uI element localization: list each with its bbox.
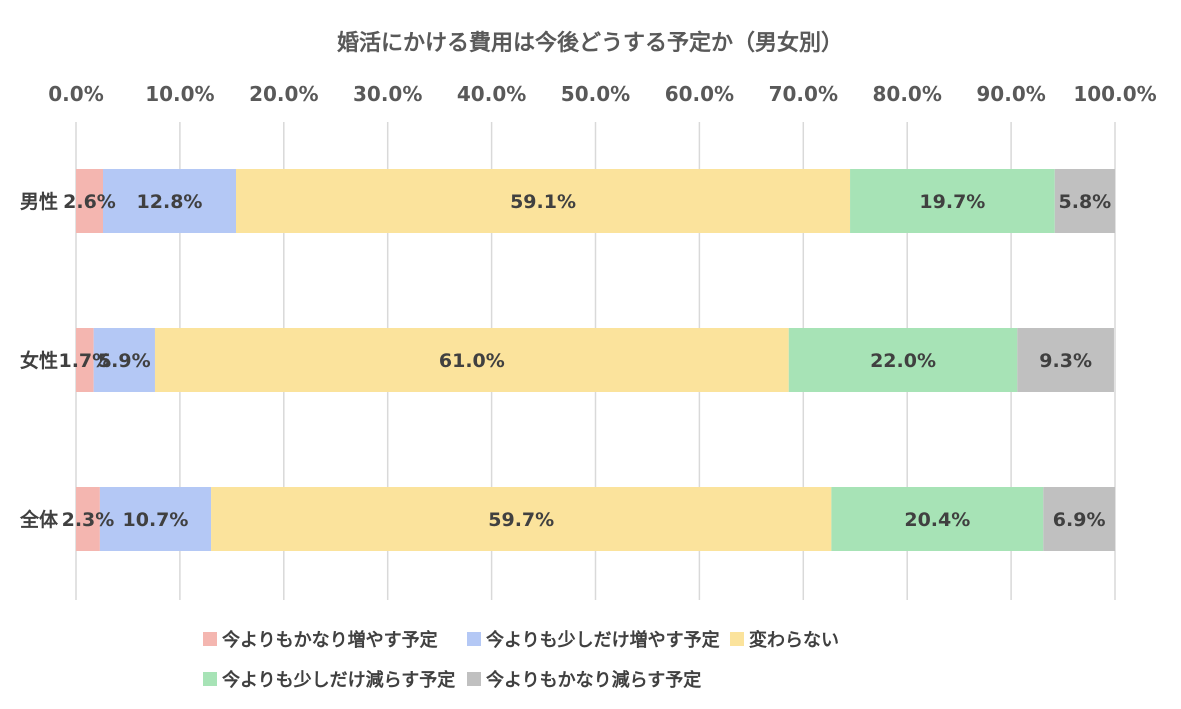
bar-segment <box>236 169 851 233</box>
legend-entry: 今よりもかなり増やす予定 <box>222 629 438 651</box>
bar-segment <box>850 169 1055 233</box>
legend-swatch <box>730 632 744 646</box>
x-tick-label: 80.0% <box>873 82 942 106</box>
x-tick-label: 20.0% <box>249 82 318 106</box>
bar-segment <box>103 169 237 233</box>
legend-entry: 今よりも少しだけ減らす予定 <box>222 669 455 691</box>
data-label: 9.3% <box>1039 350 1092 372</box>
x-tick-label: 50.0% <box>561 82 630 106</box>
data-label: 6.9% <box>1053 509 1106 531</box>
bar-segment <box>76 328 94 392</box>
data-label: 61.0% <box>439 350 505 372</box>
data-label: 2.3% <box>62 509 115 531</box>
legend-swatch <box>467 632 481 646</box>
x-tick-label: 40.0% <box>457 82 526 106</box>
legend-entry: 今よりもかなり減らす予定 <box>486 669 701 691</box>
data-label: 2.6% <box>63 191 116 213</box>
bar-segment <box>831 487 1044 551</box>
x-axis-tick-labels: 0.0% 10.0% 20.0% 30.0% 40.0% 50.0% 60.0% 70.0% 8… <box>48 82 1156 106</box>
legend: 今よりもかなり増やす予定 今よりも少しだけ増やす予定 変わらない今よりも少しだけ減ら… <box>203 629 839 691</box>
category-label: 全体 <box>19 508 59 531</box>
data-label: 20.4% <box>904 509 970 531</box>
legend-entry: 変わらない <box>749 629 839 651</box>
bar-segment <box>76 487 100 551</box>
bar-segment <box>99 487 212 551</box>
legend-swatch <box>203 672 217 686</box>
x-tick-label: 10.0% <box>145 82 214 106</box>
x-tick-label: 60.0% <box>665 82 734 106</box>
category-label: 男性 <box>20 190 58 213</box>
x-tick-label: 30.0% <box>353 82 422 106</box>
data-label: 59.7% <box>488 509 554 531</box>
bar-segment <box>1043 487 1115 551</box>
category-label: 女性 <box>20 349 58 372</box>
legend-swatch <box>203 632 217 646</box>
x-tick-label: 90.0% <box>976 82 1045 106</box>
data-label: 10.7% <box>123 509 189 531</box>
legend-swatch <box>467 672 481 686</box>
bars: 2.6% 12.8% 59.1% 19.7% 5.8% 1.7%5.9% 61.0% 22.0… <box>58 169 1115 551</box>
x-tick-label: 70.0% <box>769 82 838 106</box>
legend-entry: 今よりも少しだけ増やす予定 <box>486 629 720 651</box>
bar-segment <box>1054 169 1115 233</box>
bar-segment <box>154 328 789 392</box>
data-label: 5.9% <box>98 350 151 372</box>
bar-segment <box>211 487 832 551</box>
chart-title: 婚活にかける費用は今後どうする予定か（男女別） <box>337 30 843 56</box>
data-label: 22.0% <box>870 350 936 372</box>
data-label: 19.7% <box>919 191 985 213</box>
data-label: 5.8% <box>1059 191 1112 213</box>
x-tick-label: 100.0% <box>1073 82 1156 106</box>
data-label: 12.8% <box>137 191 203 213</box>
bar-segment <box>93 328 155 392</box>
bar-segment <box>76 169 104 233</box>
bar-segment <box>1017 328 1114 392</box>
data-label: 1.7% <box>58 350 111 372</box>
bar-segment <box>788 328 1018 392</box>
x-tick-label: 0.0% <box>48 82 103 106</box>
data-label: 59.1% <box>510 191 576 213</box>
